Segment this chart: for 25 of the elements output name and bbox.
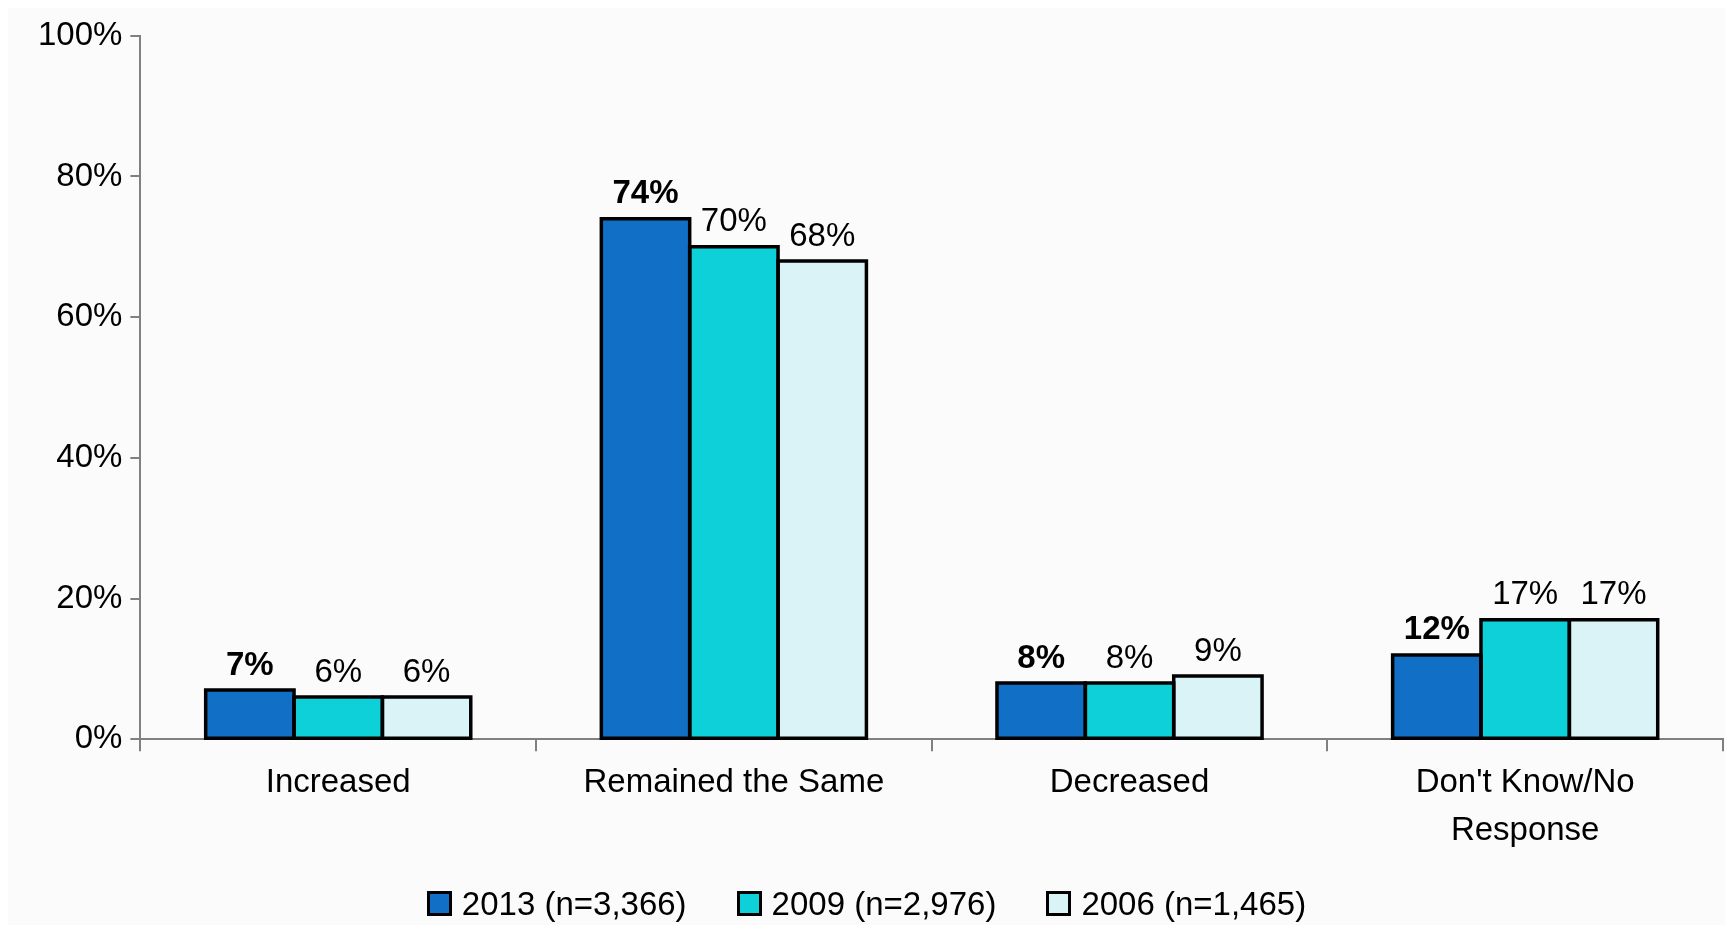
data-label: 68%: [789, 215, 856, 253]
legend-label: 2013 (n=3,366): [461, 885, 687, 922]
y-tick-label: 40%: [56, 436, 123, 474]
data-label: 8%: [1105, 637, 1154, 675]
y-tick-label: 20%: [56, 577, 123, 615]
data-label: 74%: [612, 173, 679, 211]
legend-label: 2009 (n=2,976): [771, 885, 997, 922]
data-label: 8%: [1017, 637, 1066, 675]
data-label: 9%: [1194, 630, 1242, 668]
y-tick-label: 80%: [56, 155, 123, 193]
data-label: 12%: [1403, 609, 1470, 647]
y-tick-label: 60%: [56, 296, 123, 334]
y-tick-label: 0%: [74, 718, 123, 756]
x-tick-label: Remained the Same: [583, 762, 885, 800]
data-label: 17%: [1580, 574, 1647, 612]
data-label: 70%: [700, 201, 767, 239]
x-tick-label: Don't Know/No Response: [1415, 762, 1635, 848]
legend-label: 2006 (n=1,465): [1081, 885, 1307, 922]
data-label: 6%: [314, 651, 363, 689]
y-tick-label: 100%: [38, 14, 123, 52]
data-label: 17%: [1492, 574, 1559, 612]
x-tick-label: Increased: [265, 762, 411, 800]
x-tick-label: Decreased: [1049, 762, 1210, 800]
data-label: 7%: [226, 644, 274, 682]
data-label: 6%: [402, 651, 451, 689]
